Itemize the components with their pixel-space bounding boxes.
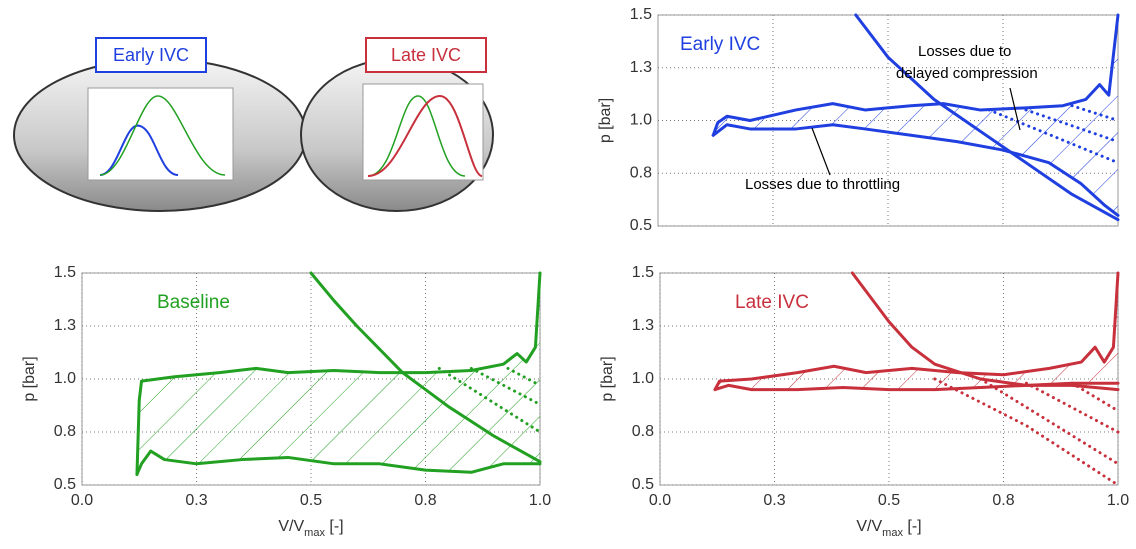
pressure-line bbox=[135, 449, 542, 476]
dotted-line bbox=[1024, 108, 1120, 144]
x-tick-label: 0.8 bbox=[992, 492, 1014, 509]
chart: 0.5 0.8 1.0 1.3 1.5 Early IVC p [bar] Losses du… bbox=[597, 6, 1120, 234]
pressure-line bbox=[711, 13, 1120, 137]
dotted-line bbox=[987, 108, 1120, 165]
y-tick-label: 0.8 bbox=[630, 164, 652, 181]
y-tick-label: 1.0 bbox=[630, 112, 652, 129]
chart-title: Late IVC bbox=[735, 292, 809, 313]
x-tick-label: 0.3 bbox=[185, 492, 207, 509]
pressure-line bbox=[711, 123, 1120, 217]
y-tick-label: 1.0 bbox=[632, 370, 654, 387]
annotation-arrow bbox=[811, 127, 831, 176]
inset-late: Late IVC bbox=[300, 37, 494, 212]
x-tick-label: 0.3 bbox=[763, 492, 785, 509]
chart: 0.5 0.8 1.0 1.3 1.5 0.0 0.3 0.5 0.8 1.0 Baseline p … bbox=[21, 264, 551, 539]
x-tick-label: 1.0 bbox=[1107, 492, 1129, 509]
y-tick-label: 0.5 bbox=[630, 217, 652, 234]
x-tick-label: 0.5 bbox=[300, 492, 322, 509]
x-tick-label: 0.0 bbox=[71, 492, 93, 509]
hatched-area bbox=[713, 15, 1118, 216]
y-axis-label: p [bar] bbox=[599, 356, 616, 401]
x-tick-label: 0.5 bbox=[878, 492, 900, 509]
y-tick-label: 0.8 bbox=[632, 423, 654, 440]
x-tick-label: 0.8 bbox=[414, 492, 436, 509]
x-axis-label-part: max bbox=[304, 527, 325, 539]
dotted-line bbox=[979, 377, 1120, 466]
dotted-line bbox=[1024, 381, 1120, 434]
x-axis-label-part: V/V bbox=[278, 518, 304, 535]
x-axis-label: V/Vmax [-] bbox=[278, 518, 343, 539]
annotation: Losses due to throttling bbox=[745, 176, 900, 193]
dotted-line bbox=[933, 377, 1120, 487]
y-tick-label: 1.3 bbox=[54, 317, 76, 334]
dotted-line bbox=[506, 366, 542, 387]
y-axis-label: p [bar] bbox=[597, 98, 614, 143]
inset-label: Early IVC bbox=[113, 45, 189, 65]
x-tick-label: 0.0 bbox=[649, 492, 671, 509]
x-axis-label-part: max bbox=[882, 527, 903, 539]
y-tick-label: 1.0 bbox=[54, 370, 76, 387]
y-tick-label: 1.5 bbox=[54, 264, 76, 281]
pressure-line bbox=[309, 271, 542, 464]
dotted-line bbox=[1070, 104, 1120, 122]
y-tick-label: 1.3 bbox=[630, 59, 652, 76]
inset-early: Early IVC bbox=[13, 37, 307, 212]
pressure-line bbox=[135, 271, 542, 476]
x-axis-label-part: V/V bbox=[856, 518, 882, 535]
annotation: Losses due to bbox=[918, 43, 1011, 60]
hatched-area bbox=[714, 273, 1118, 390]
annotation-arrow bbox=[1009, 87, 1021, 131]
y-axis-label: p [bar] bbox=[21, 356, 38, 401]
y-tick-label: 1.5 bbox=[630, 6, 652, 23]
x-tick-label: 1.0 bbox=[529, 492, 551, 509]
dotted-line bbox=[437, 366, 542, 434]
pressure-line bbox=[850, 271, 1120, 387]
y-tick-label: 0.8 bbox=[54, 423, 76, 440]
pressure-line bbox=[854, 13, 1120, 222]
y-tick-label: 1.3 bbox=[632, 317, 654, 334]
x-axis-label-part: [-] bbox=[903, 518, 922, 535]
x-axis-label-part: [-] bbox=[325, 518, 344, 535]
hatched-area bbox=[136, 273, 540, 475]
inset-label: Late IVC bbox=[391, 45, 461, 65]
y-tick-label: 1.5 bbox=[632, 264, 654, 281]
x-axis-label: V/Vmax [-] bbox=[856, 518, 921, 539]
y-tick-label: 0.5 bbox=[632, 476, 654, 493]
chart-title: Baseline bbox=[157, 292, 230, 313]
dotted-line bbox=[469, 366, 542, 406]
annotation: delayed compression bbox=[896, 65, 1038, 82]
chart: 0.5 0.8 1.0 1.3 1.5 0.0 0.3 0.5 0.8 1.0 Late IVC p … bbox=[599, 264, 1129, 539]
chart-title: Early IVC bbox=[680, 34, 760, 55]
y-tick-label: 0.5 bbox=[54, 476, 76, 493]
